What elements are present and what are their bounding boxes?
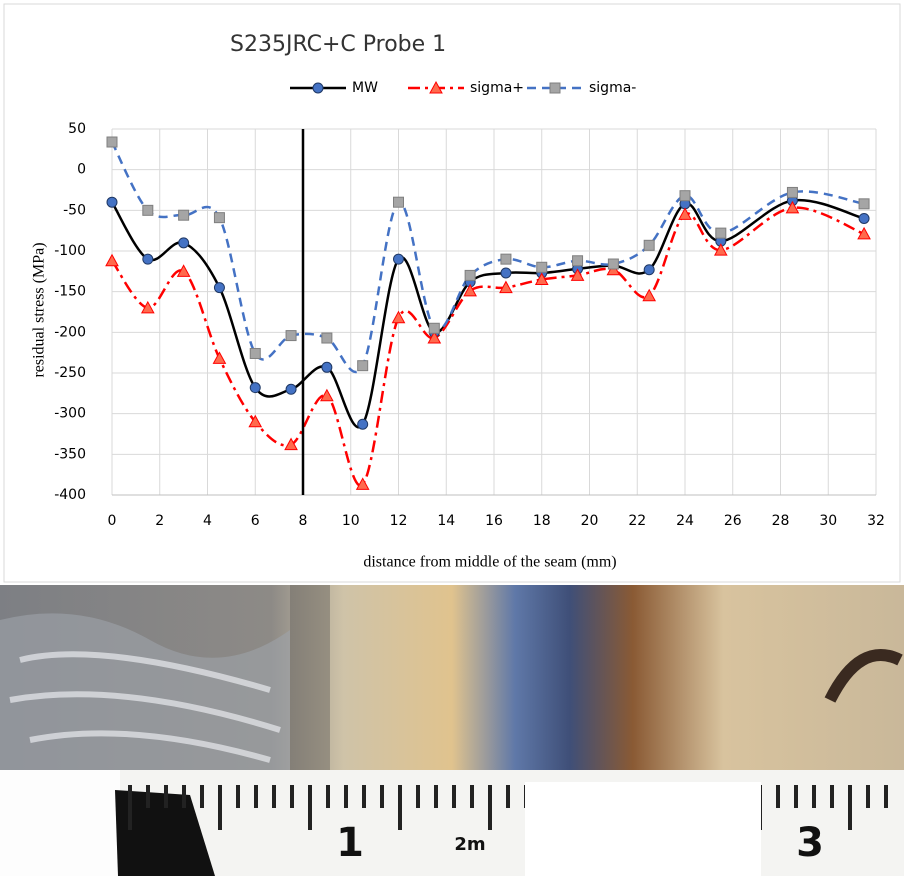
chart-frame bbox=[3, 3, 901, 583]
marker bbox=[427, 330, 442, 344]
marker bbox=[857, 226, 871, 240]
marker bbox=[248, 414, 263, 428]
marker bbox=[176, 264, 191, 277]
x-tick-label: 12 bbox=[390, 513, 408, 529]
y-tick-label: -50 bbox=[63, 202, 86, 218]
x-tick-label: 10 bbox=[342, 513, 360, 529]
marker bbox=[178, 209, 190, 221]
x-tick-label: 14 bbox=[437, 513, 455, 529]
y-tick-label: -150 bbox=[54, 284, 86, 300]
marker bbox=[785, 200, 800, 214]
y-tick-label: -250 bbox=[54, 365, 86, 381]
y-tick-label: -350 bbox=[54, 446, 86, 462]
ruler-label: 3 bbox=[796, 820, 824, 866]
marker bbox=[715, 227, 727, 239]
y-tick-label: -100 bbox=[54, 243, 86, 259]
marker bbox=[357, 418, 369, 430]
marker bbox=[428, 322, 440, 334]
marker bbox=[393, 253, 404, 265]
marker bbox=[142, 204, 154, 216]
marker bbox=[713, 243, 728, 256]
marker bbox=[320, 388, 334, 402]
x-tick-label: 2 bbox=[155, 513, 164, 529]
marker bbox=[534, 272, 549, 285]
x-tick-label: 0 bbox=[108, 513, 117, 529]
marker bbox=[285, 330, 297, 342]
marker bbox=[321, 332, 333, 344]
marker bbox=[213, 212, 225, 224]
x-tick-label: 28 bbox=[772, 513, 790, 529]
marker bbox=[285, 383, 297, 395]
marker bbox=[678, 207, 692, 220]
legend-label: sigma+ bbox=[470, 80, 524, 96]
marker bbox=[643, 264, 655, 276]
x-axis-label: distance from middle of the seam (mm) bbox=[363, 554, 616, 571]
x-tick-label: 32 bbox=[867, 513, 885, 529]
marker bbox=[355, 477, 370, 490]
y-tick-label: -400 bbox=[54, 487, 86, 503]
marker bbox=[393, 196, 404, 208]
x-tick-label: 30 bbox=[819, 513, 837, 529]
marker bbox=[106, 136, 118, 148]
x-tick-label: 18 bbox=[533, 513, 551, 529]
marker bbox=[284, 437, 298, 451]
marker bbox=[643, 239, 655, 251]
marker bbox=[500, 253, 512, 265]
x-tick-label: 24 bbox=[676, 513, 694, 529]
marker bbox=[249, 347, 261, 359]
marker bbox=[357, 360, 369, 372]
legend-marker bbox=[312, 82, 324, 94]
marker bbox=[607, 258, 619, 270]
y-tick-label: 0 bbox=[77, 162, 86, 178]
x-tick-label: 4 bbox=[203, 513, 212, 529]
x-tick-label: 16 bbox=[485, 513, 503, 529]
y-tick-label: -300 bbox=[54, 406, 86, 422]
x-tick-label: 6 bbox=[251, 513, 260, 529]
legend-marker bbox=[549, 82, 561, 94]
marker bbox=[858, 212, 870, 224]
marker bbox=[105, 253, 119, 267]
legend-marker bbox=[429, 80, 443, 94]
marker bbox=[570, 268, 585, 281]
marker bbox=[464, 269, 476, 281]
x-tick-label: 8 bbox=[299, 513, 308, 529]
y-tick-label: 50 bbox=[68, 121, 86, 137]
legend-label: sigma- bbox=[589, 80, 636, 96]
marker bbox=[212, 351, 227, 364]
ruler-label: 2m bbox=[454, 834, 485, 855]
marker bbox=[249, 382, 261, 394]
marker bbox=[786, 186, 798, 198]
marker bbox=[106, 196, 118, 208]
ruler-label: 1 bbox=[336, 820, 364, 866]
marker bbox=[679, 190, 691, 202]
x-tick-label: 22 bbox=[628, 513, 646, 529]
marker bbox=[858, 198, 870, 210]
marker bbox=[178, 237, 190, 249]
marker bbox=[142, 253, 154, 265]
marker bbox=[321, 361, 333, 373]
y-tick-label: -200 bbox=[54, 324, 86, 340]
marker bbox=[463, 283, 477, 297]
marker bbox=[536, 261, 548, 273]
marker bbox=[140, 300, 155, 314]
x-tick-label: 26 bbox=[724, 513, 742, 529]
marker bbox=[572, 255, 584, 267]
marker bbox=[499, 280, 513, 294]
marker bbox=[500, 267, 512, 279]
legend-label: MW bbox=[352, 80, 378, 96]
marker bbox=[213, 282, 225, 294]
photo bbox=[0, 585, 904, 876]
marker bbox=[642, 288, 657, 302]
x-tick-label: 20 bbox=[581, 513, 599, 529]
chart-title: S235JRC+C Probe 1 bbox=[230, 32, 446, 57]
y-axis-label: residual stress (MPa) bbox=[31, 242, 48, 377]
marker bbox=[391, 310, 406, 324]
